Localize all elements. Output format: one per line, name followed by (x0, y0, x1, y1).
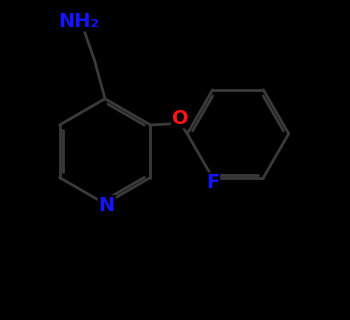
Text: NH₂: NH₂ (58, 12, 99, 30)
Text: O: O (172, 108, 189, 127)
Text: F: F (206, 173, 219, 192)
Text: N: N (99, 196, 115, 215)
